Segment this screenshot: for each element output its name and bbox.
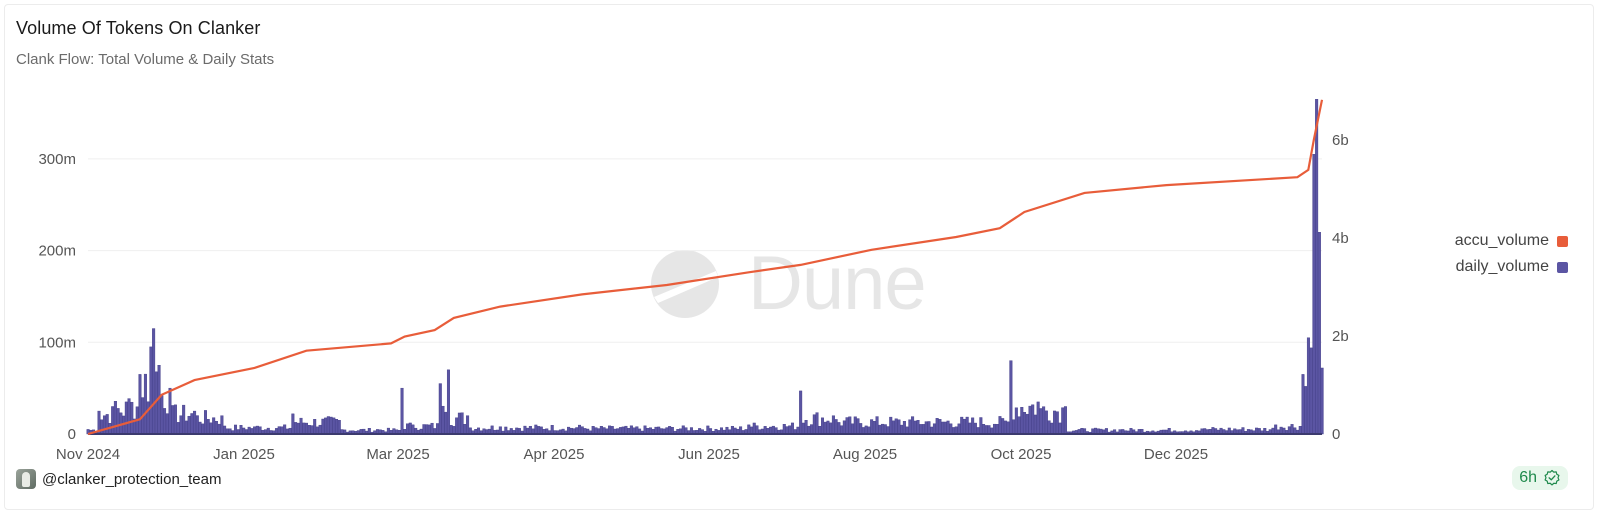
left-axis-ticks: 0 100m 200m 300m bbox=[38, 151, 76, 443]
svg-text:4b: 4b bbox=[1332, 230, 1349, 247]
x-axis-ticks: Nov 2024 Jan 2025 Mar 2025 Apr 2025 Jun 2025… bbox=[56, 446, 1208, 463]
chart-legend: accu_volume daily_volume bbox=[1455, 232, 1568, 276]
svg-text:Apr 2025: Apr 2025 bbox=[524, 446, 585, 463]
chart-card bbox=[4, 4, 1594, 510]
legend-item-accu-volume[interactable]: accu_volume bbox=[1455, 232, 1568, 250]
svg-text:Oct 2025: Oct 2025 bbox=[991, 446, 1052, 463]
svg-text:Aug 2025: Aug 2025 bbox=[833, 446, 897, 463]
legend-swatch-icon bbox=[1557, 261, 1568, 273]
dune-watermark: Dune bbox=[650, 246, 927, 322]
svg-text:Dec 2025: Dec 2025 bbox=[1144, 446, 1208, 463]
verified-check-icon bbox=[1544, 469, 1560, 486]
accu-volume-line[interactable] bbox=[87, 99, 1324, 436]
gridlines bbox=[88, 158, 1322, 343]
daily-volume-bars[interactable] bbox=[86, 99, 1324, 435]
author-link[interactable]: @clanker_protection_team bbox=[16, 469, 222, 489]
legend-item-daily-volume[interactable]: daily_volume bbox=[1456, 258, 1568, 276]
chart-subtitle: Clank Flow: Total Volume & Daily Stats bbox=[16, 51, 275, 68]
refresh-interval: 6h bbox=[1519, 469, 1537, 486]
svg-text:Nov 2024: Nov 2024 bbox=[56, 446, 120, 463]
avatar bbox=[16, 469, 36, 489]
svg-text:0: 0 bbox=[1332, 426, 1340, 443]
right-axis-ticks: 0 2b 4b 6b bbox=[1332, 132, 1349, 443]
svg-text:6b: 6b bbox=[1332, 132, 1349, 149]
svg-text:0: 0 bbox=[68, 426, 76, 443]
svg-text:Jan 2025: Jan 2025 bbox=[213, 446, 275, 463]
svg-text:200m: 200m bbox=[38, 243, 76, 260]
legend-label: daily_volume bbox=[1455, 258, 1549, 275]
chart-title: Volume Of Tokens On Clanker bbox=[16, 18, 261, 38]
svg-text:2b: 2b bbox=[1332, 328, 1349, 345]
svg-text:300m: 300m bbox=[38, 151, 76, 168]
svg-text:100m: 100m bbox=[38, 334, 76, 351]
svg-text:Mar 2025: Mar 2025 bbox=[366, 446, 429, 463]
legend-label: accu_volume bbox=[1454, 232, 1549, 249]
refresh-badge[interactable]: 6h bbox=[1512, 466, 1568, 490]
author-name: @clanker_protection_team bbox=[42, 470, 222, 488]
legend-swatch-icon bbox=[1557, 235, 1568, 247]
svg-text:Jun 2025: Jun 2025 bbox=[678, 446, 740, 463]
